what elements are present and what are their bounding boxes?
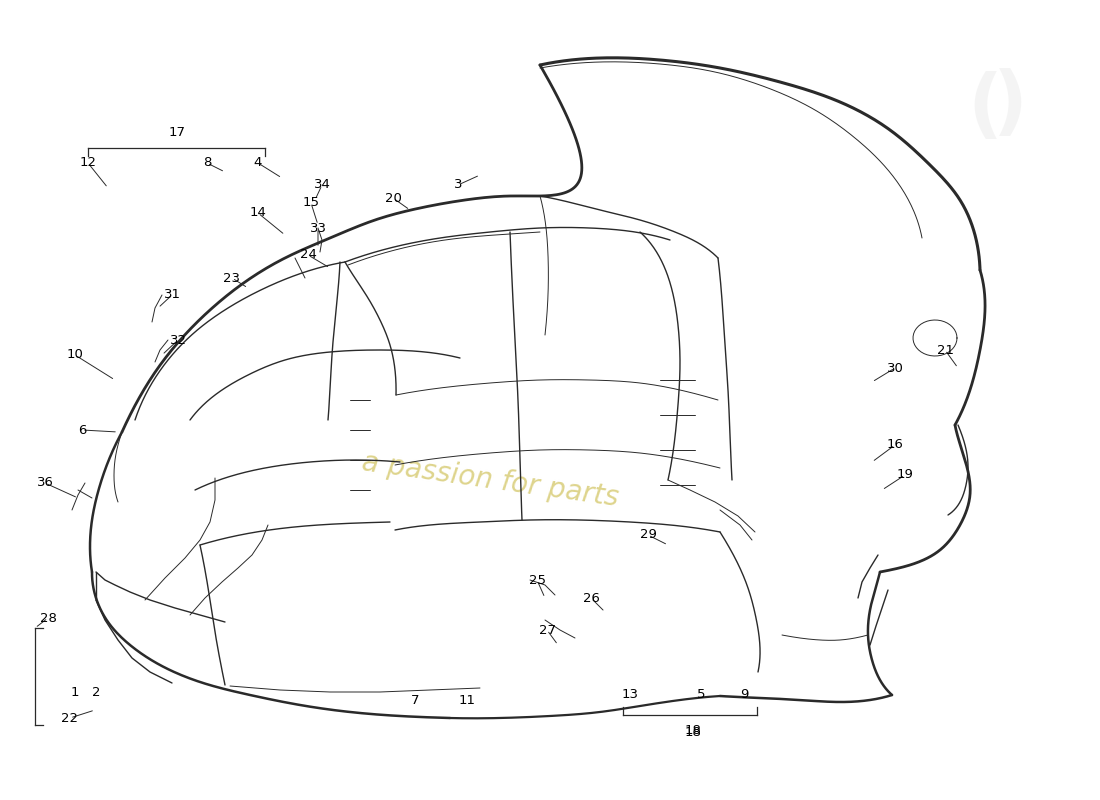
Text: 28: 28 — [40, 611, 56, 625]
Text: 22: 22 — [62, 711, 78, 725]
Text: 24: 24 — [299, 249, 317, 262]
Text: 29: 29 — [639, 529, 657, 542]
Text: 31: 31 — [164, 289, 180, 302]
Text: 15: 15 — [302, 197, 319, 210]
Text: 30: 30 — [887, 362, 903, 374]
Text: 7: 7 — [410, 694, 419, 706]
Text: (: ( — [968, 71, 1002, 145]
Text: 9: 9 — [740, 689, 748, 702]
Text: 18: 18 — [684, 726, 702, 738]
Text: 4: 4 — [254, 157, 262, 170]
Text: 11: 11 — [459, 694, 475, 706]
Text: 10: 10 — [67, 349, 84, 362]
Text: 5: 5 — [696, 689, 705, 702]
Text: 16: 16 — [887, 438, 903, 451]
Text: 2: 2 — [91, 686, 100, 699]
Text: 19: 19 — [896, 469, 913, 482]
Text: 36: 36 — [36, 477, 54, 490]
Text: 32: 32 — [169, 334, 187, 346]
Text: 27: 27 — [539, 623, 556, 637]
Text: 25: 25 — [528, 574, 546, 586]
Text: 18: 18 — [684, 723, 702, 737]
Text: 6: 6 — [78, 423, 86, 437]
Text: a passion for parts: a passion for parts — [360, 448, 620, 512]
Text: 14: 14 — [250, 206, 266, 219]
Text: 8: 8 — [202, 157, 211, 170]
Text: 26: 26 — [583, 591, 600, 605]
Text: 3: 3 — [453, 178, 462, 191]
Text: 17: 17 — [168, 126, 186, 139]
Text: 12: 12 — [79, 157, 97, 170]
Text: ): ) — [992, 68, 1027, 142]
Text: 34: 34 — [314, 178, 330, 191]
Text: 20: 20 — [385, 191, 402, 205]
Text: 1: 1 — [70, 686, 79, 699]
Text: 23: 23 — [223, 271, 241, 285]
Text: 13: 13 — [621, 689, 638, 702]
Text: 33: 33 — [309, 222, 327, 234]
Text: 21: 21 — [936, 343, 954, 357]
